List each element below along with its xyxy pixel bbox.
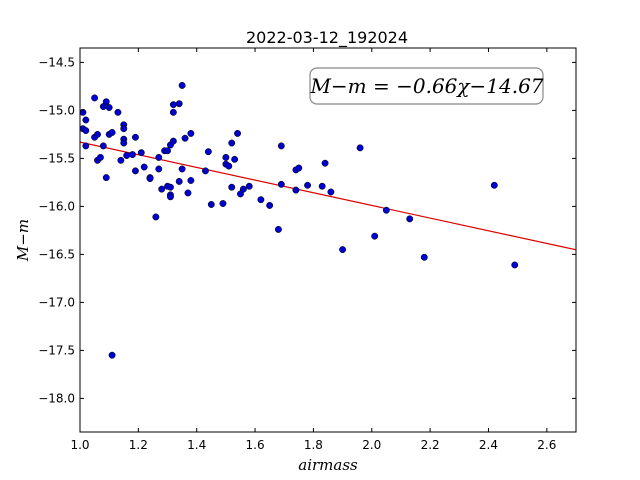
data-point-19 [117,156,125,164]
data-point-13 [102,98,110,106]
data-point-54 [202,167,209,175]
data-point-70 [274,225,282,233]
data-point-48 [178,165,186,173]
data-point-69 [266,201,274,209]
data-point-41 [166,183,174,191]
y-tick-label-1: −15.0 [38,103,75,117]
data-point-27 [131,133,139,141]
data-point-40 [166,193,174,201]
y-tick-label-0: −14.5 [38,55,75,69]
y-tick-label-4: −16.5 [38,247,75,261]
data-point-32 [152,213,160,221]
data-point-10 [99,142,107,150]
y-tick-label-3: −16.0 [38,199,75,213]
data-point-16 [108,129,116,136]
data-point-47 [175,177,183,185]
data-point-18 [114,108,122,116]
data-point-5 [91,94,99,102]
data-point-84 [406,215,414,223]
x-tick-label-1: 1.2 [129,438,148,452]
data-point-85 [420,253,428,261]
data-point-66 [239,185,247,193]
data-point-29 [140,163,148,171]
y-axis-label: M−m [14,219,32,262]
plot-frame [79,47,577,433]
data-point-73 [292,186,300,194]
data-point-44 [169,108,177,116]
data-point-2 [82,116,90,124]
x-tick-label-3: 1.6 [246,438,265,452]
x-tick-label-4: 1.8 [304,438,323,452]
annotation-text: M−m = −0.66χ−14.67 [309,74,543,98]
data-point-64 [234,129,242,137]
data-point-4 [82,142,90,150]
data-point-31 [146,175,154,183]
data-point-57 [219,200,227,207]
data-point-28 [137,149,145,157]
x-axis-label: airmass [298,456,358,474]
data-point-51 [184,189,192,197]
x-tick-label-5: 2.0 [362,438,381,452]
data-point-37 [164,147,171,155]
data-point-45 [169,101,177,109]
data-point-9 [96,153,104,161]
x-tick-label-7: 2.4 [479,438,498,452]
x-tick-label-2: 1.4 [187,438,206,452]
data-point-62 [228,139,236,147]
chart-title: 2022-03-12_192024 [246,28,408,48]
data-point-35 [158,185,166,193]
data-point-21 [120,125,128,133]
data-point-80 [339,246,347,254]
y-tick-label-2: −15.5 [38,151,75,165]
y-tick-label-7: −18.0 [38,391,75,405]
fit-line [80,141,576,251]
data-point-55 [204,148,212,156]
data-point-46 [175,100,183,108]
fit-annotation: M−m = −0.66χ−14.67 [309,67,544,105]
data-point-7 [94,130,101,138]
data-point-76 [304,181,312,189]
annotation-box [309,67,544,105]
data-point-49 [178,81,186,89]
data-point-83 [382,206,390,214]
data-point-34 [155,153,163,161]
data-point-79 [327,188,335,196]
data-point-56 [207,201,215,208]
data-point-3 [82,127,90,135]
data-point-17 [108,351,116,359]
y-tick-label-5: −17.0 [38,295,75,309]
data-point-25 [129,151,136,159]
data-point-15 [105,104,113,111]
data-point-67 [245,182,253,190]
data-point-86 [490,181,498,189]
data-point-26 [131,167,139,175]
y-tick-label-6: −17.5 [38,343,75,357]
data-point-68 [257,196,265,204]
data-point-60 [225,162,233,170]
data-point-78 [321,159,329,167]
data-point-24 [123,152,131,159]
data-point-82 [371,232,379,240]
data-point-53 [187,177,195,184]
data-point-23 [120,139,128,147]
data-point-52 [187,129,195,137]
x-tick-label-0: 1.0 [70,438,89,452]
data-point-61 [228,183,236,191]
data-point-12 [102,174,110,182]
data-point-81 [356,144,364,152]
data-point-72 [277,180,285,188]
data-point-77 [318,182,326,190]
x-tick-label-8: 2.6 [537,438,556,452]
plot-area: 1.0 1.2 1.4 1.6 1.8 2.0 2.2 2.4 2.6 −14.5 −15.0 −15… [38,47,577,452]
data-point-58 [222,153,230,161]
data-point-75 [295,164,303,172]
data-point-50 [181,134,189,142]
data-point-63 [231,155,239,163]
x-tick-label-6: 2.2 [421,438,440,452]
data-point-43 [169,137,177,145]
data-point-33 [155,165,163,173]
data-point-87 [511,261,519,269]
data-point-71 [277,142,285,150]
